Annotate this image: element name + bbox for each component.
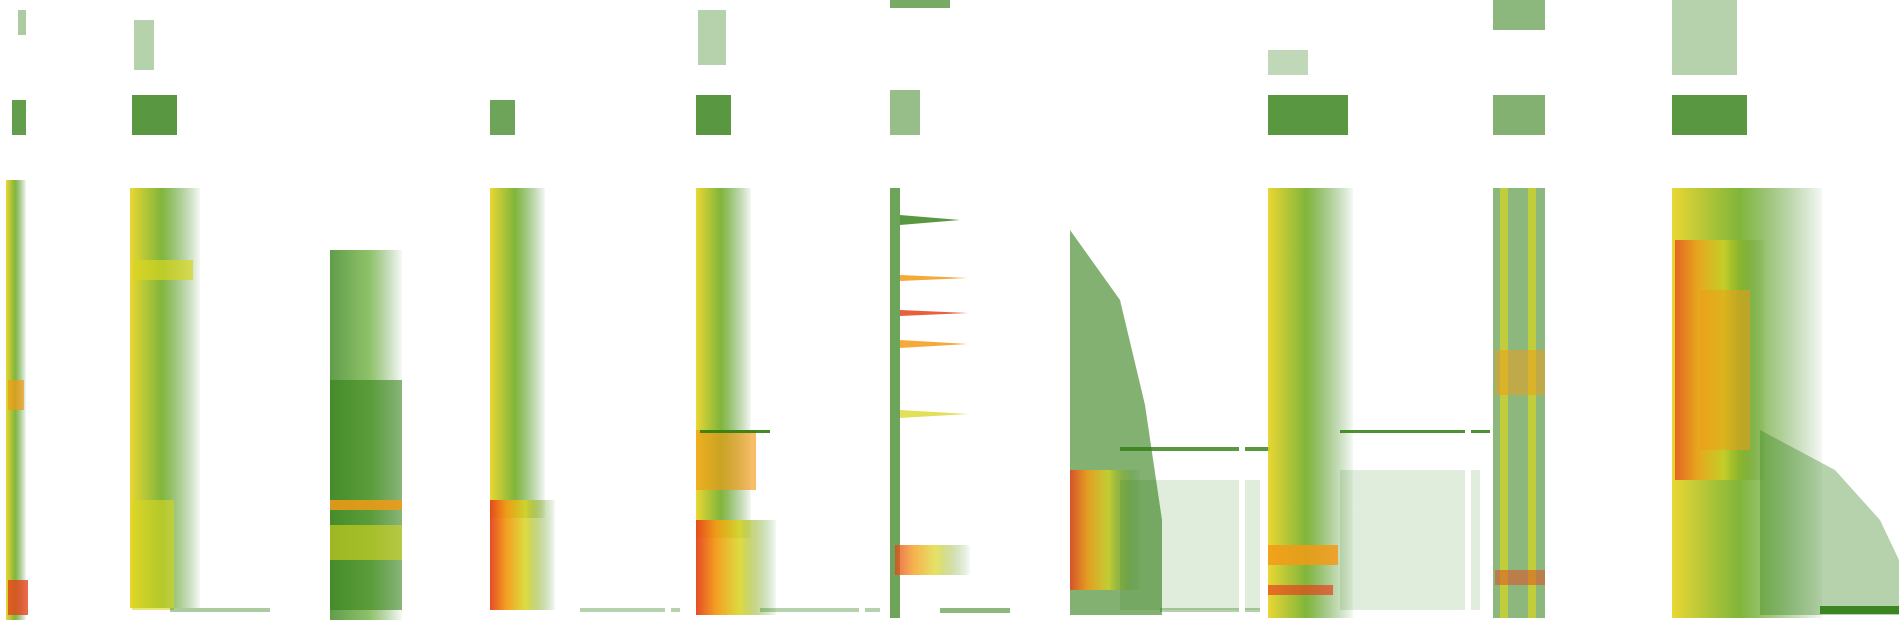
spectrogram-panel-5 — [696, 10, 880, 615]
spectrogram-panel-9 — [1493, 0, 1545, 618]
panel-dividers — [105, 0, 1651, 625]
spectrogram-panel-1 — [6, 10, 28, 620]
spectrogram-panel-3 — [330, 250, 402, 620]
spectrogram-panel-2 — [130, 20, 270, 612]
spectrogram-panel-6 — [890, 0, 1010, 618]
spectrogram-panel-11 — [1760, 430, 1899, 615]
spectrogram-panel-4 — [490, 100, 680, 612]
spectrogram-panel-7 — [1070, 230, 1270, 615]
spectrogram-panel-10 — [1672, 0, 1822, 618]
spectrogram-panel-8 — [1268, 50, 1490, 618]
